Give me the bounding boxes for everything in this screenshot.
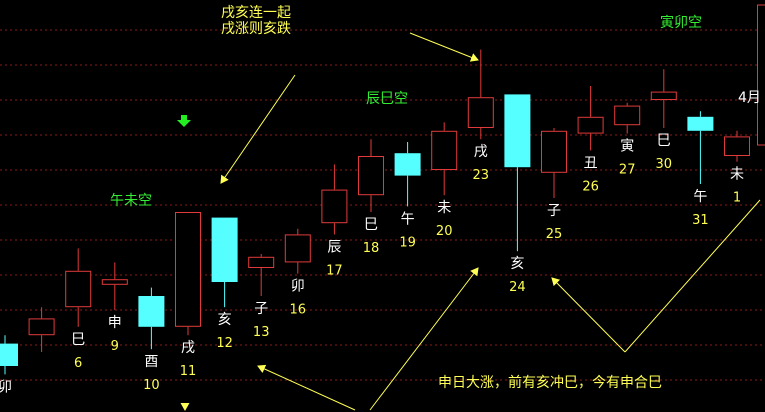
date-label: 1 bbox=[733, 191, 741, 206]
branch-label: 戌 bbox=[474, 144, 488, 160]
top-note-line2: 戌涨则亥跌 bbox=[221, 21, 291, 37]
month-label: 4月 bbox=[738, 90, 761, 106]
date-label: 26 bbox=[582, 179, 599, 194]
candle-body-up bbox=[614, 105, 641, 126]
date-label: 16 bbox=[290, 303, 307, 318]
date-label: 11 bbox=[180, 364, 197, 379]
date-label: 23 bbox=[473, 168, 490, 183]
branch-label: 辰 bbox=[327, 239, 341, 255]
annotation-arrow bbox=[551, 277, 626, 353]
candle-body-down bbox=[0, 343, 18, 366]
branch-label: 酉 bbox=[144, 354, 158, 370]
annotation-arrow bbox=[257, 364, 356, 411]
candle-body-up bbox=[467, 97, 494, 128]
branch-label: 申 bbox=[108, 315, 122, 331]
branch-label: 子 bbox=[547, 203, 561, 219]
date-label: 27 bbox=[619, 163, 636, 178]
candle-labels: 卯巳6申9酉10戌11亥12子13卯16辰17巳18午19未20戌23亥24子2… bbox=[0, 133, 744, 395]
date-label: 12 bbox=[216, 336, 233, 351]
branch-label: 亥 bbox=[218, 312, 232, 328]
branch-label: 午 bbox=[693, 189, 707, 205]
branch-label: 寅 bbox=[620, 138, 634, 155]
candle-body-up bbox=[248, 256, 275, 268]
date-label: 17 bbox=[326, 263, 343, 278]
branch-label: 卯 bbox=[291, 279, 305, 295]
green-down-arrow-icon bbox=[177, 115, 191, 127]
date-label: 20 bbox=[436, 224, 453, 239]
annotation-arrows bbox=[177, 32, 761, 411]
date-label: 9 bbox=[111, 339, 119, 354]
candle-body-down bbox=[211, 217, 238, 282]
date-label: 25 bbox=[546, 227, 563, 242]
date-label: 24 bbox=[509, 280, 526, 295]
annotation-arrow bbox=[369, 267, 479, 411]
annotation-arrow bbox=[220, 74, 296, 184]
branch-label: 未 bbox=[437, 200, 451, 216]
candle-body-up bbox=[541, 130, 567, 173]
date-label: 13 bbox=[253, 325, 270, 340]
branch-label: 巳 bbox=[71, 332, 85, 348]
top-note: 戌亥连一起 戌涨则亥跌 bbox=[221, 5, 291, 37]
candle-body-up bbox=[724, 136, 750, 156]
top-note-line1: 戌亥连一起 bbox=[221, 5, 291, 21]
candle-body-up bbox=[321, 189, 348, 224]
date-label: 19 bbox=[399, 235, 416, 250]
candle-body-down bbox=[138, 296, 165, 327]
candle-body-down bbox=[504, 94, 531, 168]
candle-body-up bbox=[175, 212, 201, 327]
chen-si-kong-label: 辰巳空 bbox=[366, 91, 408, 107]
date-label: 31 bbox=[692, 213, 709, 228]
branch-label: 未 bbox=[730, 167, 744, 183]
candle-body-up bbox=[284, 234, 311, 263]
branch-label: 子 bbox=[254, 301, 268, 317]
branch-label: 亥 bbox=[510, 256, 524, 272]
date-label: 6 bbox=[74, 356, 82, 371]
date-label: 10 bbox=[143, 378, 160, 393]
branch-label: 午 bbox=[401, 211, 415, 227]
candle-body-up bbox=[650, 91, 677, 100]
bottom-note: 申日大涨，前有亥冲巳，今有申合巳 bbox=[438, 375, 662, 391]
candle-body-up bbox=[101, 279, 128, 285]
branch-label: 卯 bbox=[0, 379, 12, 395]
annotation-arrow bbox=[409, 32, 479, 62]
branch-label: 丑 bbox=[584, 155, 598, 171]
date-label: 30 bbox=[656, 157, 673, 172]
candle-body-up bbox=[65, 270, 92, 308]
date-label: 18 bbox=[363, 241, 380, 256]
wu-wei-kong-label: 午未空 bbox=[110, 193, 152, 209]
candle-body-up bbox=[431, 130, 458, 171]
annotation-arrow bbox=[624, 199, 761, 353]
branch-label: 戌 bbox=[181, 340, 195, 356]
candle-body-up bbox=[28, 318, 55, 336]
branch-label: 巳 bbox=[364, 217, 378, 233]
candle-body-up-partial bbox=[757, 4, 765, 146]
candle-body-up bbox=[358, 156, 384, 196]
branch-label: 巳 bbox=[657, 133, 671, 149]
yin-mao-kong-label: 寅卯空 bbox=[660, 15, 702, 31]
candle-body-up bbox=[577, 116, 604, 134]
candles bbox=[0, 4, 765, 375]
candle-body-down bbox=[394, 153, 421, 176]
candle-body-down bbox=[687, 116, 714, 131]
